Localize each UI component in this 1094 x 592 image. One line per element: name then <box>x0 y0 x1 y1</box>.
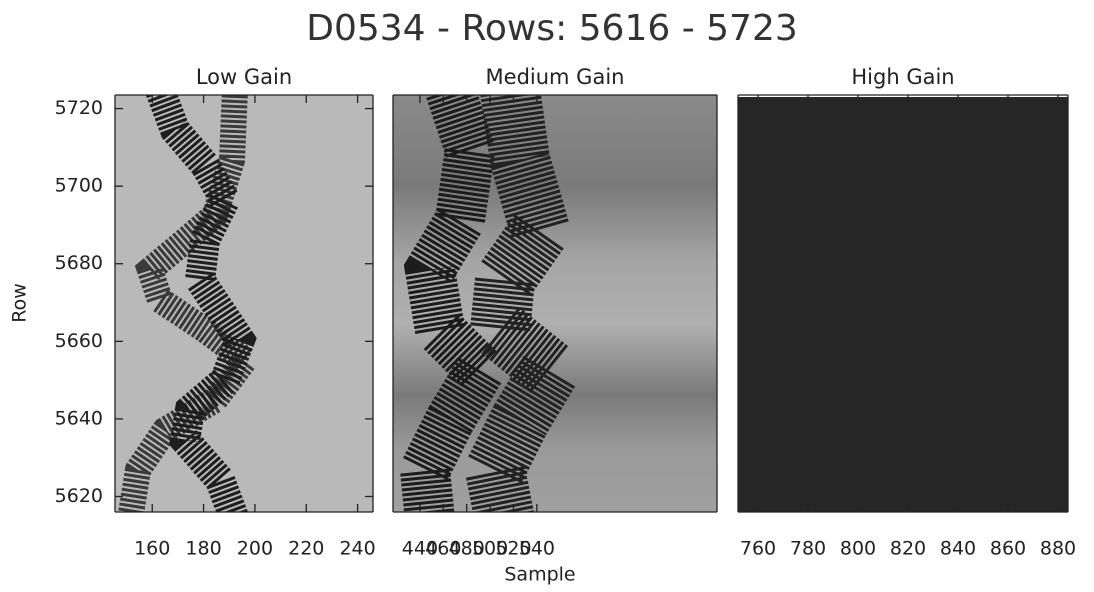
x-axis-label: Sample <box>504 564 575 586</box>
high-gain-image <box>738 97 1068 512</box>
y-tick-label: 5620 <box>55 485 103 507</box>
x-tick-label: 780 <box>790 538 826 560</box>
y-tick-label: 5700 <box>55 175 103 197</box>
x-tick-label: 880 <box>1040 538 1076 560</box>
x-tick-label: 820 <box>890 538 926 560</box>
panel-title: High Gain <box>851 65 954 89</box>
y-axis-label: Row <box>9 283 31 323</box>
panel-title: Medium Gain <box>486 65 625 89</box>
x-tick-label: 200 <box>237 538 273 560</box>
x-tick-label: 160 <box>134 538 170 560</box>
x-tick-label: 440 <box>402 538 438 560</box>
x-tick-label: 800 <box>840 538 876 560</box>
x-tick-label: 840 <box>940 538 976 560</box>
x-tick-label: 480 <box>449 538 485 560</box>
x-tick-label: 220 <box>288 538 324 560</box>
panel-title: Low Gain <box>196 65 292 89</box>
x-tick-label: 520 <box>495 538 531 560</box>
x-tick-label: 540 <box>519 538 555 560</box>
y-tick-label: 5680 <box>55 252 103 274</box>
low-gain-image <box>115 95 373 512</box>
x-tick-label: 460 <box>425 538 461 560</box>
x-tick-label: 760 <box>740 538 776 560</box>
x-tick-label: 240 <box>339 538 375 560</box>
y-tick-label: 5660 <box>55 330 103 352</box>
figure-title: D0534 - Rows: 5616 - 5723 <box>306 8 798 49</box>
medium-gain-image <box>393 95 717 512</box>
x-tick-label: 180 <box>185 538 221 560</box>
y-tick-label: 5720 <box>55 97 103 119</box>
y-tick-label: 5640 <box>55 407 103 429</box>
x-tick-label: 500 <box>472 538 508 560</box>
x-tick-label: 860 <box>990 538 1026 560</box>
